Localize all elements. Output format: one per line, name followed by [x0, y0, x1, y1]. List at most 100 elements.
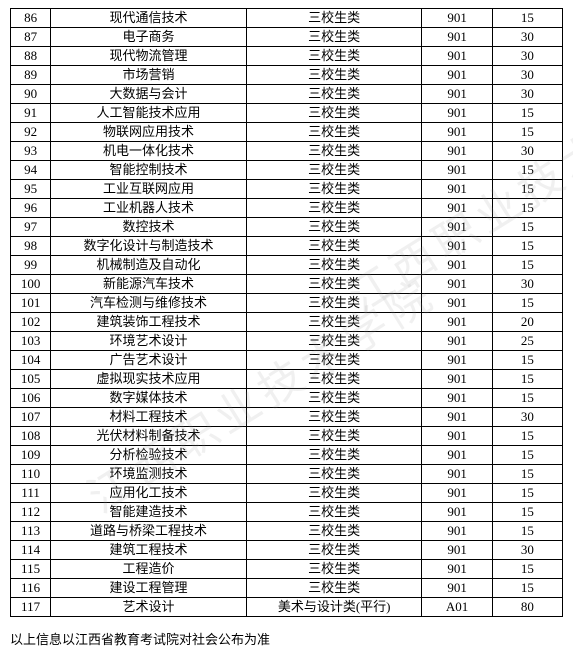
table-cell: 三校生类 — [246, 541, 422, 560]
table-cell: 15 — [492, 123, 562, 142]
table-cell: 901 — [422, 161, 492, 180]
table-row: 87电子商务三校生类90130 — [11, 28, 563, 47]
table-cell: 15 — [492, 465, 562, 484]
table-row: 86现代通信技术三校生类90115 — [11, 9, 563, 28]
table-row: 99机械制造及自动化三校生类90115 — [11, 256, 563, 275]
table-row: 104广告艺术设计三校生类90115 — [11, 351, 563, 370]
table-row: 89市场营销三校生类90130 — [11, 66, 563, 85]
table-cell: 901 — [422, 313, 492, 332]
table-cell: 三校生类 — [246, 313, 422, 332]
table-cell: 建设工程管理 — [51, 579, 247, 598]
table-cell: 96 — [11, 199, 51, 218]
table-cell: 30 — [492, 142, 562, 161]
table-row: 107材料工程技术三校生类90130 — [11, 408, 563, 427]
table-cell: 107 — [11, 408, 51, 427]
table-cell: 15 — [492, 446, 562, 465]
table-row: 114建筑工程技术三校生类90130 — [11, 541, 563, 560]
table-cell: 15 — [492, 218, 562, 237]
table-cell: 新能源汽车技术 — [51, 275, 247, 294]
table-cell: 901 — [422, 408, 492, 427]
table-cell: 三校生类 — [246, 237, 422, 256]
table-cell: 30 — [492, 85, 562, 104]
table-cell: 物联网应用技术 — [51, 123, 247, 142]
table-cell: 901 — [422, 66, 492, 85]
table-cell: 15 — [492, 522, 562, 541]
table-cell: 现代物流管理 — [51, 47, 247, 66]
table-cell: 工程造价 — [51, 560, 247, 579]
table-row: 88现代物流管理三校生类90130 — [11, 47, 563, 66]
table-cell: 30 — [492, 28, 562, 47]
table-cell: 工业机器人技术 — [51, 199, 247, 218]
table-cell: 901 — [422, 218, 492, 237]
table-cell: 15 — [492, 560, 562, 579]
table-cell: 三校生类 — [246, 503, 422, 522]
majors-table: 86现代通信技术三校生类9011587电子商务三校生类9013088现代物流管理… — [10, 8, 563, 617]
table-cell: 110 — [11, 465, 51, 484]
table-cell: 91 — [11, 104, 51, 123]
table-cell: 三校生类 — [246, 275, 422, 294]
table-cell: 30 — [492, 408, 562, 427]
table-cell: A01 — [422, 598, 492, 617]
table-cell: 现代通信技术 — [51, 9, 247, 28]
table-cell: 80 — [492, 598, 562, 617]
table-row: 100新能源汽车技术三校生类90130 — [11, 275, 563, 294]
table-cell: 30 — [492, 66, 562, 85]
table-cell: 901 — [422, 47, 492, 66]
table-cell: 三校生类 — [246, 370, 422, 389]
table-cell: 虚拟现实技术应用 — [51, 370, 247, 389]
table-cell: 901 — [422, 541, 492, 560]
table-cell: 三校生类 — [246, 332, 422, 351]
table-cell: 901 — [422, 9, 492, 28]
table-cell: 15 — [492, 503, 562, 522]
table-cell: 三校生类 — [246, 85, 422, 104]
table-cell: 三校生类 — [246, 351, 422, 370]
table-row: 97数控技术三校生类90115 — [11, 218, 563, 237]
table-cell: 901 — [422, 28, 492, 47]
table-cell: 道路与桥梁工程技术 — [51, 522, 247, 541]
table-cell: 广告艺术设计 — [51, 351, 247, 370]
table-cell: 汽车检测与维修技术 — [51, 294, 247, 313]
table-cell: 103 — [11, 332, 51, 351]
table-cell: 工业互联网应用 — [51, 180, 247, 199]
table-row: 112智能建造技术三校生类90115 — [11, 503, 563, 522]
table-cell: 三校生类 — [246, 104, 422, 123]
table-cell: 90 — [11, 85, 51, 104]
table-cell: 100 — [11, 275, 51, 294]
table-cell: 15 — [492, 370, 562, 389]
table-cell: 三校生类 — [246, 9, 422, 28]
table-cell: 三校生类 — [246, 427, 422, 446]
table-cell: 30 — [492, 47, 562, 66]
table-cell: 15 — [492, 256, 562, 275]
table-cell: 901 — [422, 332, 492, 351]
table-cell: 98 — [11, 237, 51, 256]
table-cell: 光伏材料制备技术 — [51, 427, 247, 446]
table-row: 105虚拟现实技术应用三校生类90115 — [11, 370, 563, 389]
table-cell: 901 — [422, 85, 492, 104]
table-cell: 101 — [11, 294, 51, 313]
table-cell: 901 — [422, 256, 492, 275]
table-cell: 901 — [422, 237, 492, 256]
table-cell: 901 — [422, 389, 492, 408]
table-cell: 113 — [11, 522, 51, 541]
table-row: 103环境艺术设计三校生类90125 — [11, 332, 563, 351]
table-cell: 建筑装饰工程技术 — [51, 313, 247, 332]
table-cell: 116 — [11, 579, 51, 598]
table-cell: 901 — [422, 275, 492, 294]
table-cell: 15 — [492, 180, 562, 199]
table-cell: 三校生类 — [246, 560, 422, 579]
table-cell: 三校生类 — [246, 47, 422, 66]
table-cell: 901 — [422, 294, 492, 313]
table-cell: 901 — [422, 199, 492, 218]
table-cell: 30 — [492, 275, 562, 294]
table-cell: 15 — [492, 237, 562, 256]
table-cell: 人工智能技术应用 — [51, 104, 247, 123]
table-row: 94智能控制技术三校生类90115 — [11, 161, 563, 180]
table-cell: 901 — [422, 370, 492, 389]
table-cell: 901 — [422, 123, 492, 142]
table-cell: 97 — [11, 218, 51, 237]
table-cell: 114 — [11, 541, 51, 560]
table-row: 108光伏材料制备技术三校生类90115 — [11, 427, 563, 446]
table-row: 110环境监测技术三校生类90115 — [11, 465, 563, 484]
table-cell: 15 — [492, 389, 562, 408]
table-cell: 市场营销 — [51, 66, 247, 85]
